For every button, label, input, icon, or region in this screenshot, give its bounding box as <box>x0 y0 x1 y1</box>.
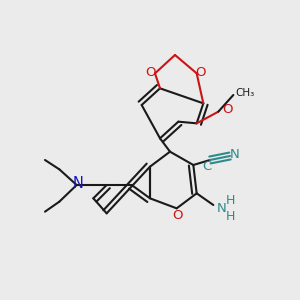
Text: CH₃: CH₃ <box>235 88 255 98</box>
Text: N: N <box>230 148 240 161</box>
Text: O: O <box>195 66 206 79</box>
Text: O: O <box>146 66 156 79</box>
Text: H: H <box>225 211 235 224</box>
Text: H: H <box>225 194 235 208</box>
Text: N: N <box>72 176 83 190</box>
Text: C: C <box>202 160 211 172</box>
Text: N: N <box>216 202 226 214</box>
Text: O: O <box>172 209 183 222</box>
Text: O: O <box>222 103 233 116</box>
